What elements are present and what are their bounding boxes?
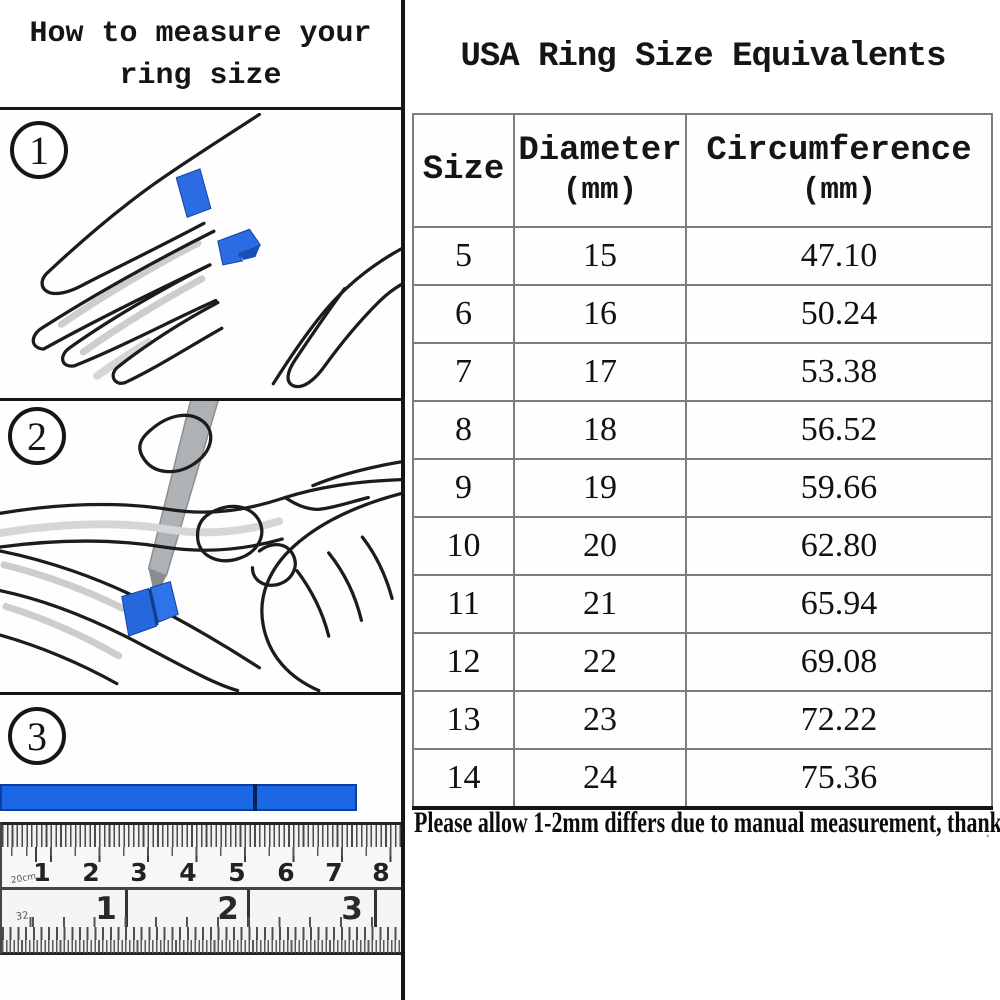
cell-diameter: 22 xyxy=(513,632,687,692)
ruler-halfcm-tick-row xyxy=(2,847,401,856)
cell-diameter: 21 xyxy=(513,574,687,634)
cell-diameter: 15 xyxy=(513,226,687,286)
cell-circumference: 65.94 xyxy=(685,574,993,634)
cell-diameter: 20 xyxy=(513,516,687,576)
size-chart-panel: USA Ring Size Equivalents Size Diameter(… xyxy=(406,0,1000,1000)
cm-number: 8 xyxy=(372,858,390,887)
hand-with-ribbon-illustration xyxy=(31,113,401,389)
inch-tick xyxy=(247,890,250,927)
cell-size: 6 xyxy=(412,284,515,344)
step-3-measure-string: 3 1 2 3 4 5 6 7 8 20cm xyxy=(0,695,401,1000)
table-row: 11 21 65.94 xyxy=(412,574,993,634)
cell-size: 12 xyxy=(412,632,515,692)
cell-size: 9 xyxy=(412,458,515,518)
cell-circumference: 47.10 xyxy=(685,226,993,286)
cm-number: 1 xyxy=(33,858,51,887)
ruler-inch-unit-label: 32 xyxy=(15,910,30,923)
measurement-note: Please allow 1-2mm differs due to manual… xyxy=(414,806,1000,839)
cell-diameter: 17 xyxy=(513,342,687,402)
table-row: 13 23 72.22 xyxy=(412,690,993,750)
inch-tick xyxy=(125,890,128,927)
cell-circumference: 50.24 xyxy=(685,284,993,344)
cm-number: 7 xyxy=(325,858,343,887)
ruler-mm-ticks xyxy=(2,825,401,847)
cm-number: 4 xyxy=(179,858,197,887)
cell-diameter: 23 xyxy=(513,690,687,750)
cm-number: 2 xyxy=(82,858,100,887)
blue-band xyxy=(121,581,179,637)
marker-pen xyxy=(147,401,219,605)
note-period: . xyxy=(986,826,990,841)
cm-number: 6 xyxy=(277,858,295,887)
table-row: 7 17 53.38 xyxy=(412,342,993,402)
cell-size: 8 xyxy=(412,400,515,460)
cell-size: 5 xyxy=(412,226,515,286)
col-header-diameter: Diameter (mm) xyxy=(513,113,687,228)
marking-string-with-pen-illustration xyxy=(0,401,401,692)
left-title-line2: ring size xyxy=(119,59,282,93)
inch-number: 3 xyxy=(341,891,363,927)
step-3-badge: 3 xyxy=(8,707,66,765)
col-header-circumference: Circumference (mm) xyxy=(685,113,993,228)
ruler: 1 2 3 4 5 6 7 8 20cm 1 2 xyxy=(0,822,401,955)
table-row: 10 20 62.80 xyxy=(412,516,993,576)
step-2-mark-string: 2 xyxy=(0,401,401,695)
cell-circumference: 62.80 xyxy=(685,516,993,576)
blue-string-strip xyxy=(0,784,357,811)
step-2-badge: 2 xyxy=(8,407,66,465)
ruler-scale-divider xyxy=(2,887,401,890)
cell-circumference: 59.66 xyxy=(685,458,993,518)
left-title-line1: How to measure your xyxy=(29,17,372,51)
table-row: 12 22 69.08 xyxy=(412,632,993,692)
cell-size: 14 xyxy=(412,748,515,809)
hand-outline xyxy=(31,113,401,389)
ruler-cm-scale: 1 2 3 4 5 6 7 8 20cm xyxy=(2,847,401,887)
measure-instructions-panel: How to measure your ring size 1 xyxy=(0,0,401,1000)
ruler-eighth-inch-ticks xyxy=(2,927,401,940)
cm-number: 3 xyxy=(130,858,148,887)
table-row: 14 24 75.36 xyxy=(412,748,993,809)
cell-diameter: 19 xyxy=(513,458,687,518)
pen-mark-line xyxy=(253,784,257,811)
cell-size: 13 xyxy=(412,690,515,750)
blue-ribbon xyxy=(175,168,262,266)
cell-circumference: 53.38 xyxy=(685,342,993,402)
inch-number: 2 xyxy=(217,891,239,927)
step-1-wrap-string: 1 xyxy=(0,113,401,401)
ruler-sixteenth-inch-ticks xyxy=(2,940,401,953)
cell-diameter: 18 xyxy=(513,400,687,460)
table-row: 5 15 47.10 xyxy=(412,226,993,286)
cm-number: 5 xyxy=(228,858,246,887)
cell-circumference: 75.36 xyxy=(685,748,993,809)
cell-diameter: 16 xyxy=(513,284,687,344)
cell-circumference: 69.08 xyxy=(685,632,993,692)
ring-size-table: Size Diameter (mm) Circumference (mm) 5 15 4… xyxy=(412,113,993,810)
cell-diameter: 24 xyxy=(513,748,687,809)
cell-circumference: 56.52 xyxy=(685,400,993,460)
hands-outline xyxy=(0,413,401,692)
col-header-size: Size xyxy=(412,113,515,228)
cell-size: 7 xyxy=(412,342,515,402)
panel-divider xyxy=(401,0,405,1000)
cell-size: 10 xyxy=(412,516,515,576)
ruler-inch-scale: 1 2 3 32 xyxy=(2,890,401,927)
cell-size: 11 xyxy=(412,574,515,634)
table-row: 9 19 59.66 xyxy=(412,458,993,518)
left-panel-title: How to measure your ring size xyxy=(0,0,401,110)
ruler-quarter-inch-ticks xyxy=(2,917,401,927)
inch-tick xyxy=(374,890,377,927)
table-row: 8 18 56.52 xyxy=(412,400,993,460)
cell-circumference: 72.22 xyxy=(685,690,993,750)
table-row: 6 16 50.24 xyxy=(412,284,993,344)
table-header-row: Size Diameter (mm) Circumference (mm) xyxy=(412,113,993,228)
inch-number: 1 xyxy=(95,891,117,927)
step-1-badge: 1 xyxy=(10,121,68,179)
chart-title: USA Ring Size Equivalents xyxy=(460,38,946,76)
